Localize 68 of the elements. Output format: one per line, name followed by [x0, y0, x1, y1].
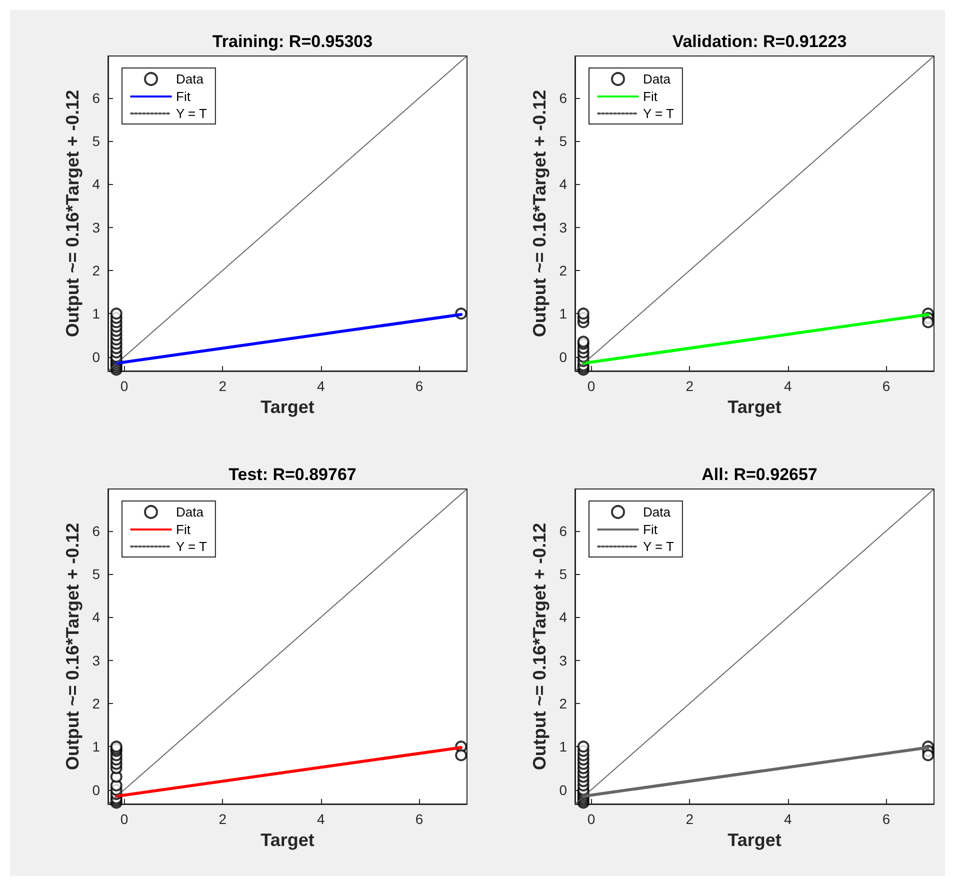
y-tick-label: 0	[92, 348, 100, 365]
x-tick-label: 2	[218, 378, 227, 394]
legend-label: Y = T	[643, 539, 674, 554]
y-tick-label: 5	[92, 133, 100, 150]
x-axis-title: Target	[728, 396, 782, 417]
y-tick-label: 2	[559, 262, 568, 278]
y-tick-label: 4	[92, 176, 100, 192]
legend-label: Data	[176, 504, 204, 520]
x-tick-label: 6	[415, 378, 424, 394]
y-tick-label: 1	[92, 738, 100, 755]
chart-title: Test: R=0.89767	[228, 465, 356, 484]
chart-title: Validation: R=0.91223	[672, 32, 847, 51]
x-tick-label: 2	[218, 811, 227, 827]
y-tick-label: 0	[559, 782, 568, 798]
x-tick-label: 4	[317, 811, 326, 827]
y-axis-title: Output ~= 0.16*Target + -0.12	[62, 522, 82, 770]
y-tick-label: 1	[559, 738, 568, 755]
legend-label: Data	[176, 72, 204, 86]
y-tick-label: 0	[559, 348, 568, 365]
chart-title: All: R=0.92657	[702, 465, 818, 484]
y-axis-title: Output ~= 0.16*Target + -0.12	[62, 90, 82, 338]
x-tick-label: 6	[415, 811, 424, 827]
y-tick-label: 3	[559, 219, 568, 236]
y-tick-label: 2	[92, 262, 100, 278]
legend-label: Data	[643, 504, 672, 520]
x-tick-label: 4	[784, 378, 792, 394]
x-tick-label: 6	[882, 811, 890, 827]
x-axis-title: Target	[260, 830, 314, 850]
x-tick-label: 0	[587, 378, 596, 394]
chart-title: Training: R=0.95303	[212, 32, 373, 51]
x-tick-label: 4	[317, 378, 326, 394]
y-tick-label: 5	[92, 566, 100, 582]
x-tick-label: 2	[686, 811, 694, 827]
y-tick-label: 1	[92, 306, 100, 322]
y-tick-label: 6	[559, 90, 568, 106]
legend-label: Fit	[643, 522, 658, 537]
x-tick-label: 2	[686, 378, 694, 394]
x-tick-label: 0	[120, 378, 128, 394]
y-tick-label: 2	[92, 695, 100, 712]
x-axis-title: Target	[260, 396, 314, 417]
y-tick-label: 0	[92, 782, 100, 798]
y-tick-label: 2	[559, 695, 568, 712]
y-axis-title: Output ~= 0.16*Target + -0.12	[529, 522, 550, 770]
legend-label: Y = T	[643, 106, 674, 121]
y-tick-label: 6	[92, 522, 100, 539]
y-tick-label: 4	[559, 176, 568, 192]
legend-label: Fit	[643, 89, 658, 104]
y-tick-label: 4	[92, 609, 100, 626]
legend-label: Fit	[176, 89, 191, 104]
legend-label: Y = T	[176, 106, 208, 121]
y-tick-label: 6	[559, 522, 568, 539]
x-tick-label: 6	[882, 378, 890, 394]
y-tick-label: 6	[92, 90, 100, 106]
x-tick-label: 0	[587, 811, 596, 827]
y-tick-label: 1	[559, 306, 568, 322]
y-tick-label: 3	[92, 219, 100, 236]
y-axis-title: Output ~= 0.16*Target + -0.12	[529, 90, 550, 338]
y-tick-label: 3	[92, 652, 100, 668]
legend-label: Y = T	[176, 539, 208, 554]
x-tick-label: 4	[784, 811, 792, 827]
y-tick-label: 5	[559, 566, 568, 582]
y-tick-label: 3	[559, 652, 568, 668]
legend-label: Fit	[176, 522, 191, 537]
legend-label: Data	[643, 72, 672, 86]
y-tick-label: 4	[559, 609, 568, 626]
x-tick-label: 0	[120, 811, 128, 827]
x-axis-title: Target	[728, 830, 782, 850]
y-tick-label: 5	[559, 133, 568, 150]
